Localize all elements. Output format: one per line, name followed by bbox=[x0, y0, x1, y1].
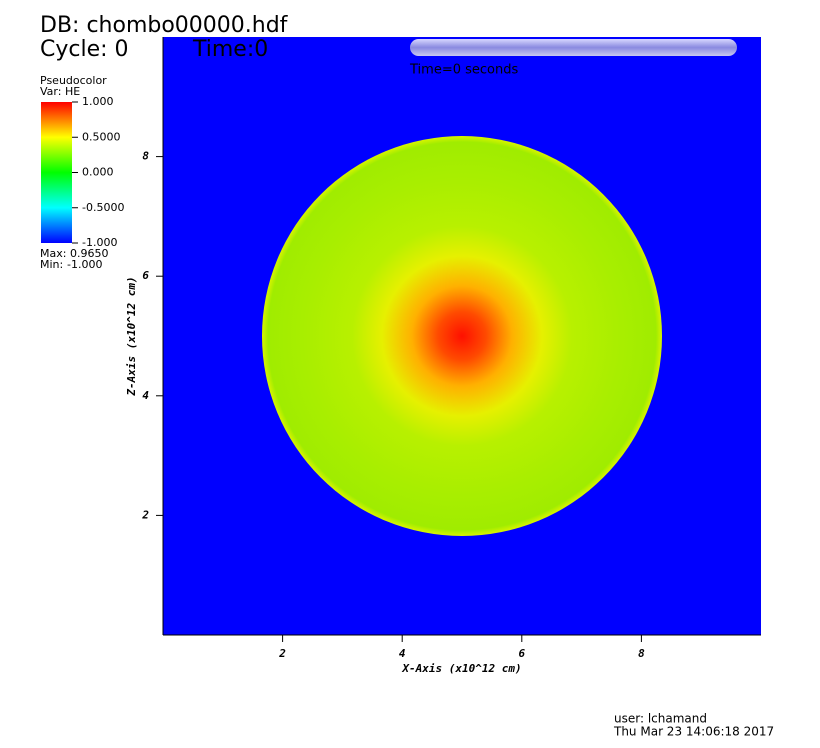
date: Thu Mar 23 14:06:18 2017 bbox=[613, 725, 774, 739]
y-tick-label: 8 bbox=[142, 150, 149, 163]
x-tick-label: 6 bbox=[518, 647, 525, 660]
user: user: lchamand bbox=[614, 712, 707, 726]
x-tick-label: 4 bbox=[399, 647, 406, 660]
min-label: Min: bbox=[40, 258, 63, 271]
time: Time:0 bbox=[192, 37, 268, 62]
y-tick-label: 4 bbox=[142, 389, 149, 402]
x-axis-label: X-Axis (x10^12 cm) bbox=[401, 662, 521, 675]
x-tick-label: 8 bbox=[638, 647, 645, 660]
colorbar-tick-label: -0.5000 bbox=[82, 201, 124, 214]
y-tick-label: 6 bbox=[142, 269, 149, 282]
colorbar-tick-label: -1.000 bbox=[82, 236, 117, 249]
x-tick-label: 2 bbox=[278, 647, 286, 660]
colorbar-tick-label: 0.5000 bbox=[82, 130, 121, 143]
db-title: DB: chombo00000.hdf bbox=[40, 13, 289, 38]
time-slider-label: Time=0 seconds bbox=[409, 63, 518, 78]
colorbar-tick-label: 0.000 bbox=[82, 166, 114, 179]
max-value: 0.9650 bbox=[70, 247, 109, 260]
min-value: -1.000 bbox=[67, 258, 102, 271]
legend-title: Pseudocolor bbox=[40, 74, 107, 87]
cycle: Cycle: 0 bbox=[40, 37, 129, 62]
y-tick-label: 2 bbox=[141, 508, 149, 521]
time-slider bbox=[410, 39, 737, 56]
pseudocolor-disk bbox=[262, 136, 662, 536]
max-label: Max: bbox=[40, 247, 66, 260]
variable: Var: HE bbox=[40, 85, 80, 98]
colorbar bbox=[41, 102, 72, 243]
colorbar-tick-label: 1.000 bbox=[82, 95, 114, 108]
y-axis-label: Z-Axis (x10^12 cm) bbox=[125, 276, 138, 396]
